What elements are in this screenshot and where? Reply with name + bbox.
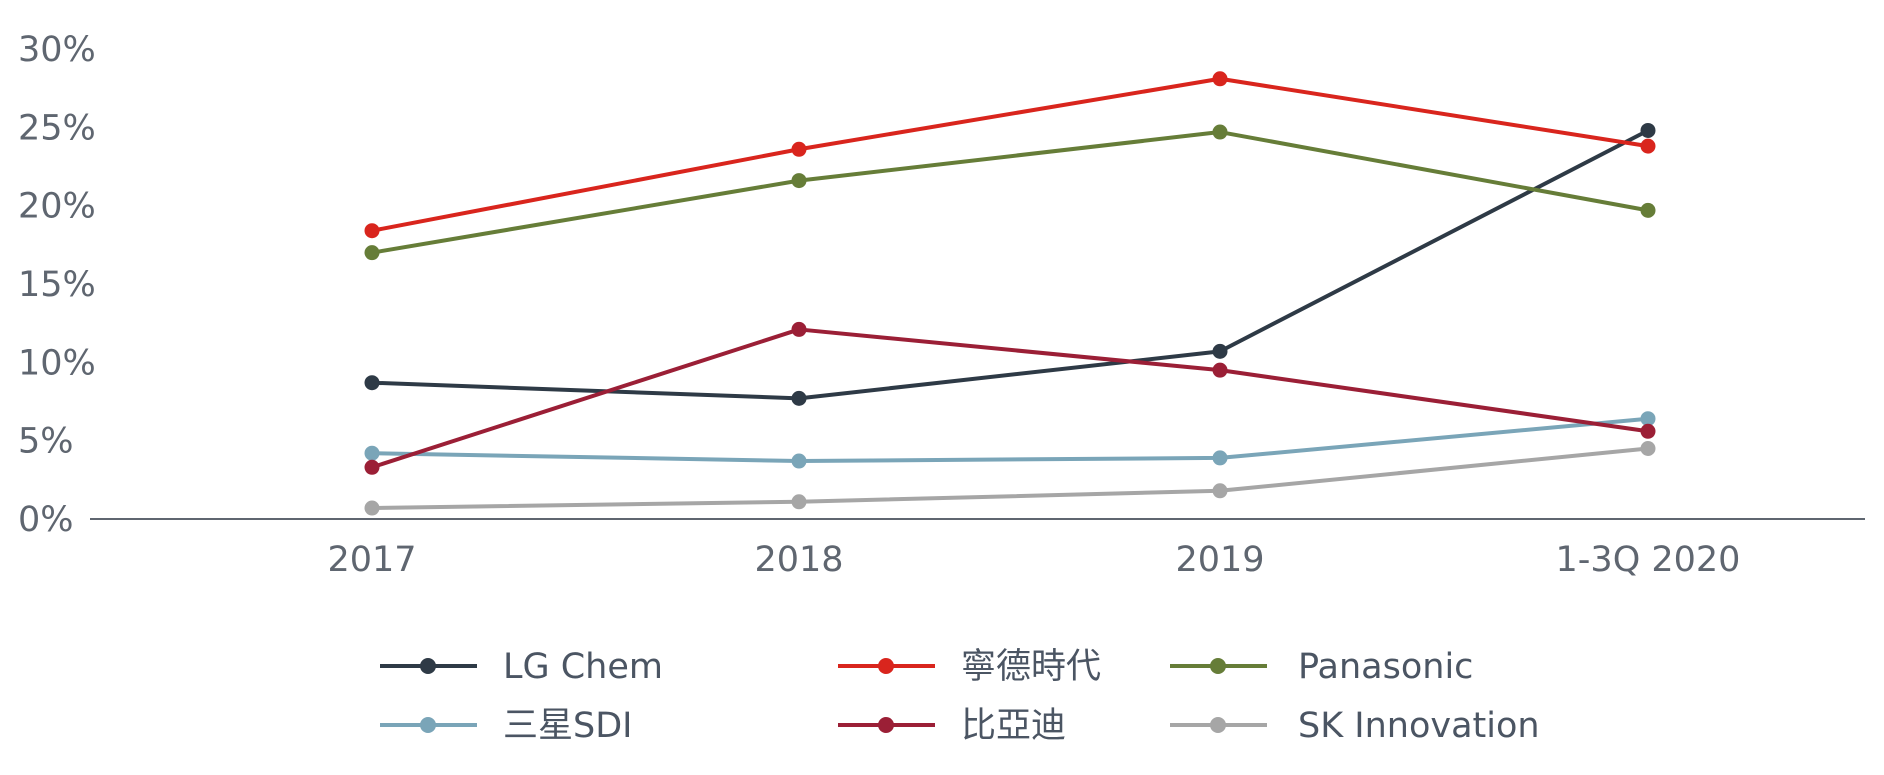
data-point	[364, 223, 380, 239]
series-line	[371, 76, 1649, 233]
data-point	[1640, 202, 1656, 218]
y-tick-label: 15%	[18, 265, 96, 305]
x-axis-tick-labels: 2017 2018 2019 1-3Q 2020	[327, 540, 1740, 580]
x-tick-label: 2017	[327, 540, 416, 580]
data-point	[364, 459, 380, 475]
x-tick-label: 1-3Q 2020	[1556, 540, 1741, 580]
series-3	[364, 411, 1656, 469]
data-point	[1640, 411, 1656, 427]
data-point	[791, 173, 807, 189]
data-point	[1640, 122, 1656, 138]
legend-label: Panasonic	[1298, 647, 1473, 687]
series-0	[364, 122, 1656, 406]
y-tick-label: 30%	[18, 30, 96, 70]
legend-marker	[420, 717, 436, 733]
y-axis-tick-labels: 0% 5% 10% 15% 20% 25% 30%	[18, 30, 96, 540]
data-point	[791, 390, 807, 406]
legend: LG Chem 寧德時代 Panasonic 三星SDI 比亞迪 SK Innovatio…	[380, 647, 1540, 746]
data-point	[791, 453, 807, 469]
legend-marker	[420, 658, 436, 674]
data-point	[1212, 124, 1228, 140]
legend-label: 三星SDI	[503, 706, 633, 746]
series-line	[371, 327, 1649, 470]
data-point	[791, 321, 807, 337]
series-5	[364, 441, 1656, 516]
data-point	[1212, 362, 1228, 378]
legend-label: LG Chem	[503, 647, 663, 687]
data-point	[364, 500, 380, 516]
data-point	[1640, 441, 1656, 456]
data-point	[1640, 423, 1656, 439]
data-point	[1212, 483, 1228, 499]
data-point	[1212, 450, 1228, 466]
data-point	[1212, 71, 1228, 87]
data-point	[364, 245, 380, 261]
y-tick-label: 20%	[18, 187, 96, 227]
legend-marker	[1210, 717, 1226, 733]
legend-item: 三星SDI	[380, 706, 633, 746]
legend-label: 寧德時代	[961, 647, 1101, 687]
series-4	[364, 321, 1656, 475]
series-line	[371, 416, 1649, 464]
legend-item: 比亞迪	[838, 706, 1066, 746]
series-line	[371, 130, 1649, 255]
legend-label: 比亞迪	[961, 706, 1066, 746]
legend-marker	[878, 717, 894, 733]
legend-item: LG Chem	[380, 647, 663, 687]
data-point	[364, 375, 380, 391]
series-line	[371, 446, 1649, 511]
legend-item: Panasonic	[1170, 647, 1473, 687]
legend-label: SK Innovation	[1298, 706, 1540, 746]
series-line	[371, 128, 1649, 401]
data-point	[1640, 138, 1656, 154]
y-tick-label: 5%	[18, 422, 74, 462]
legend-marker	[878, 658, 894, 674]
legend-marker	[1210, 658, 1226, 674]
series-lines	[364, 71, 1656, 516]
data-point	[1212, 343, 1228, 359]
data-point	[791, 494, 807, 510]
x-tick-label: 2018	[754, 540, 843, 580]
legend-item: 寧德時代	[838, 647, 1101, 687]
y-tick-label: 0%	[18, 500, 74, 540]
data-point	[364, 445, 380, 461]
data-point	[791, 141, 807, 157]
y-tick-label: 10%	[18, 343, 96, 383]
legend-item: SK Innovation	[1170, 706, 1540, 746]
series-2	[364, 124, 1656, 261]
x-tick-label: 2019	[1175, 540, 1264, 580]
y-tick-label: 25%	[18, 108, 96, 148]
series-1	[364, 71, 1656, 239]
